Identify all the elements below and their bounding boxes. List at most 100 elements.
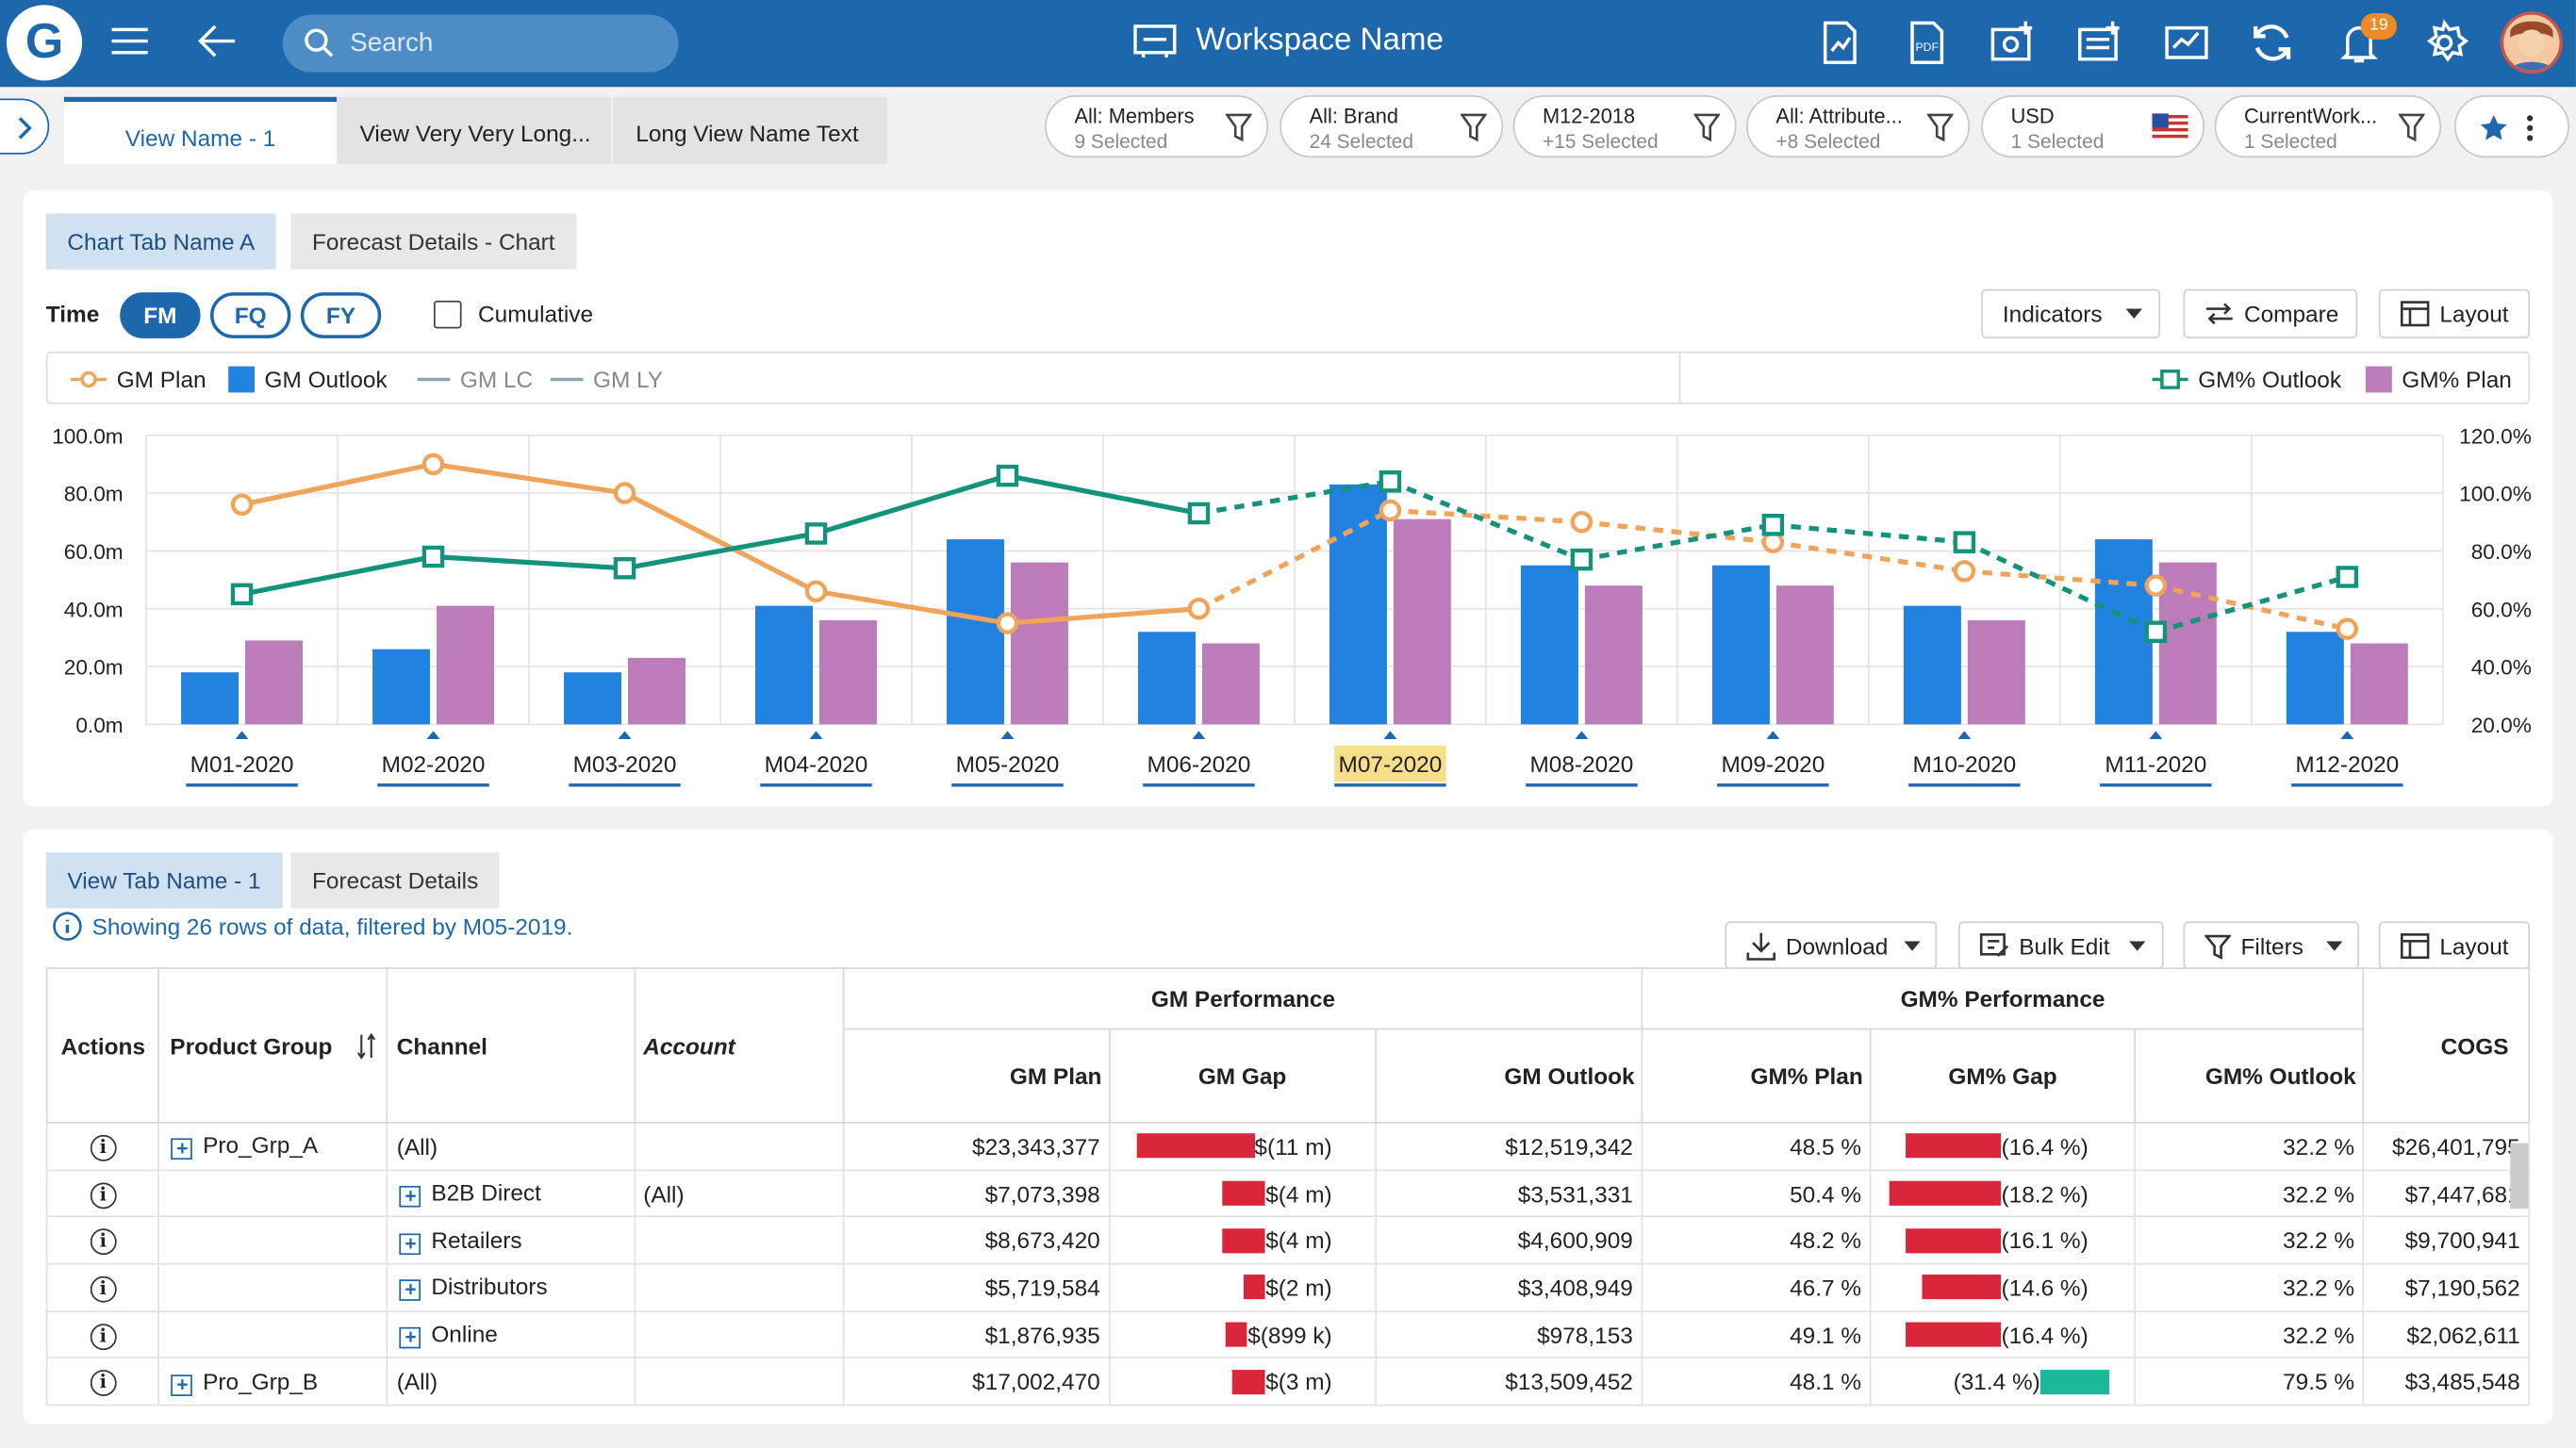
bar-gm-plan[interactable] — [1775, 585, 1834, 725]
table-row[interactable]: i + Pro_Grp_B (All) $17,002,470 $(3 m) $13,509… — [45, 1357, 2531, 1407]
cell-gm-pct-outlook[interactable]: 32.2 % — [2134, 1215, 2365, 1265]
view-tab-3[interactable]: Long View Name Text — [612, 96, 887, 165]
cell-gm-outlook[interactable]: $978,153 — [1374, 1309, 1643, 1359]
legend-gm-pct-outlook[interactable]: GM% Outlook — [2152, 367, 2341, 392]
bar-gm-outlook[interactable] — [1329, 484, 1387, 725]
expand-icon[interactable]: + — [172, 1374, 193, 1396]
sort-icon[interactable] — [357, 1032, 377, 1059]
table-row[interactable]: i + Online $1,876,935 $(899 k) $978,153 49.1 %… — [45, 1309, 2531, 1359]
table-row[interactable]: i + Pro_Grp_A (All) $23,343,377 $(11 m) $12,51… — [45, 1122, 2531, 1171]
x-tick-label[interactable]: M07-2020 — [1339, 752, 1443, 778]
cell-cogs[interactable]: $7,447,681 — [2362, 1168, 2531, 1218]
cell-gm-pct-outlook[interactable]: 32.2 % — [2134, 1262, 2365, 1312]
bar-gm-plan[interactable] — [1010, 562, 1068, 725]
point-gm-pct-outlook[interactable] — [613, 557, 636, 580]
cell-gm-outlook[interactable]: $4,600,909 — [1374, 1215, 1643, 1265]
cell-cogs[interactable]: $2,062,611 — [2362, 1309, 2531, 1359]
table-row[interactable]: i + B2B Direct (All) $7,073,398 $(4 m) $3,531,… — [45, 1168, 2531, 1218]
forecast-details-tab[interactable]: Forecast Details — [290, 852, 500, 909]
point-gm-pct-outlook[interactable] — [1761, 514, 1785, 536]
view-tab-name-1[interactable]: View Tab Name - 1 — [45, 852, 283, 909]
cell-gm-outlook[interactable]: $13,509,452 — [1374, 1357, 1643, 1407]
bar-gm-outlook[interactable] — [372, 649, 431, 725]
table-row[interactable]: i + Retailers $8,673,420 $(4 m) $4,600,909 48.… — [45, 1215, 2531, 1265]
pdf-icon[interactable]: PDF — [1903, 18, 1952, 67]
compare-button[interactable]: Compare — [2183, 288, 2358, 338]
chart-tab-forecast[interactable]: Forecast Details - Chart — [290, 213, 577, 270]
cell-gm-pct-plan[interactable]: 48.5 % — [1641, 1122, 1872, 1171]
cell-gm-pct-plan[interactable]: 48.1 % — [1641, 1357, 1872, 1407]
cell-gm-pct-plan[interactable]: 46.7 % — [1641, 1262, 1872, 1312]
user-avatar[interactable] — [2500, 11, 2563, 74]
point-gm-plan[interactable] — [996, 612, 1019, 634]
row-info-icon[interactable]: i — [90, 1275, 117, 1303]
cell-gm-plan[interactable]: $17,002,470 — [843, 1357, 1111, 1407]
point-gm-plan[interactable] — [804, 580, 828, 603]
expand-sidebar-button[interactable] — [0, 98, 50, 155]
bar-gm-outlook[interactable] — [2094, 539, 2153, 725]
cell-cogs[interactable]: $9,700,941 — [2362, 1215, 2531, 1265]
scrollbar[interactable] — [2510, 1143, 2529, 1209]
point-gm-pct-outlook[interactable] — [1953, 531, 1976, 553]
expand-icon[interactable]: + — [400, 1186, 421, 1208]
point-gm-pct-outlook[interactable] — [804, 522, 828, 545]
more-vertical-icon[interactable] — [2525, 113, 2535, 142]
bar-gm-plan[interactable] — [1967, 619, 2025, 725]
legend-gm-lc[interactable]: GM LC — [417, 367, 533, 392]
cell-gm-pct-outlook[interactable]: 79.5 % — [2134, 1357, 2365, 1407]
x-tick-label[interactable]: M11-2020 — [2105, 752, 2206, 778]
x-tick-label[interactable]: M10-2020 — [1912, 752, 2016, 778]
filter-period[interactable]: M12-2018 +15 Selected — [1512, 95, 1737, 158]
x-tick-label[interactable]: M03-2020 — [573, 752, 677, 778]
dashboard-icon[interactable] — [2162, 18, 2211, 67]
row-info-icon[interactable]: i — [90, 1370, 117, 1397]
point-gm-plan[interactable] — [1187, 597, 1211, 620]
filters-dropdown[interactable]: Filters — [2183, 921, 2359, 969]
favorite-menu[interactable] — [2453, 95, 2569, 158]
back-arrow-icon[interactable] — [197, 23, 237, 58]
legend-gm-ly[interactable]: GM LY — [550, 367, 663, 392]
cumulative-checkbox[interactable] — [433, 300, 462, 329]
expand-icon[interactable]: + — [400, 1233, 421, 1255]
row-info-icon[interactable]: i — [90, 1181, 117, 1209]
table-row[interactable]: i + Distributors $5,719,584 $(2 m) $3,408,949… — [45, 1262, 2531, 1312]
search-input[interactable]: Search — [282, 14, 679, 73]
bar-gm-outlook[interactable] — [1903, 605, 1961, 725]
bar-gm-outlook[interactable] — [564, 672, 622, 725]
cell-gm-outlook[interactable]: $3,408,949 — [1374, 1262, 1643, 1312]
point-gm-plan[interactable] — [230, 493, 254, 517]
filter-brand[interactable]: All: Brand 24 Selected — [1280, 95, 1504, 158]
bar-gm-plan[interactable] — [818, 619, 877, 725]
cell-gm-plan[interactable]: $1,876,935 — [843, 1309, 1111, 1359]
filter-workspace[interactable]: CurrentWork... 1 Selected — [2214, 95, 2442, 158]
bar-gm-outlook[interactable] — [181, 672, 239, 725]
cell-gm-pct-outlook[interactable]: 32.2 % — [2134, 1122, 2365, 1171]
point-gm-plan[interactable] — [1379, 499, 1402, 522]
app-logo[interactable]: G — [6, 5, 83, 81]
col-product-group[interactable]: Product Group — [158, 967, 389, 1124]
x-tick-label[interactable]: M05-2020 — [956, 752, 1060, 778]
settings-icon[interactable] — [2421, 18, 2470, 67]
x-tick-label[interactable]: M01-2020 — [190, 752, 294, 778]
chart-layout-button[interactable]: Layout — [2378, 288, 2531, 338]
point-gm-pct-outlook[interactable] — [1570, 548, 1593, 571]
bar-gm-plan[interactable] — [2158, 562, 2217, 725]
cell-gm-plan[interactable]: $23,343,377 — [843, 1122, 1111, 1171]
point-gm-plan[interactable] — [1953, 560, 1976, 583]
point-gm-pct-outlook[interactable] — [1187, 502, 1211, 525]
cell-gm-plan[interactable]: $8,673,420 — [843, 1215, 1111, 1265]
indicators-dropdown[interactable]: Indicators — [1981, 288, 2161, 338]
filter-attribute[interactable]: All: Attribute... +8 Selected — [1746, 95, 1971, 158]
bar-gm-outlook[interactable] — [1137, 632, 1196, 725]
cell-gm-pct-outlook[interactable]: 32.2 % — [2134, 1168, 2365, 1218]
view-tab-2[interactable]: View Very Very Long... — [337, 96, 612, 165]
bar-gm-outlook[interactable] — [2286, 632, 2344, 725]
x-tick-label[interactable]: M09-2020 — [1721, 752, 1825, 778]
cell-gm-pct-plan[interactable]: 48.2 % — [1641, 1215, 1872, 1265]
bar-gm-plan[interactable] — [245, 640, 304, 725]
point-gm-pct-outlook[interactable] — [2336, 566, 2359, 588]
bar-gm-plan[interactable] — [627, 657, 685, 725]
download-dropdown[interactable]: Download — [1725, 921, 1938, 969]
point-gm-plan[interactable] — [613, 482, 636, 504]
row-info-icon[interactable]: i — [90, 1323, 117, 1350]
